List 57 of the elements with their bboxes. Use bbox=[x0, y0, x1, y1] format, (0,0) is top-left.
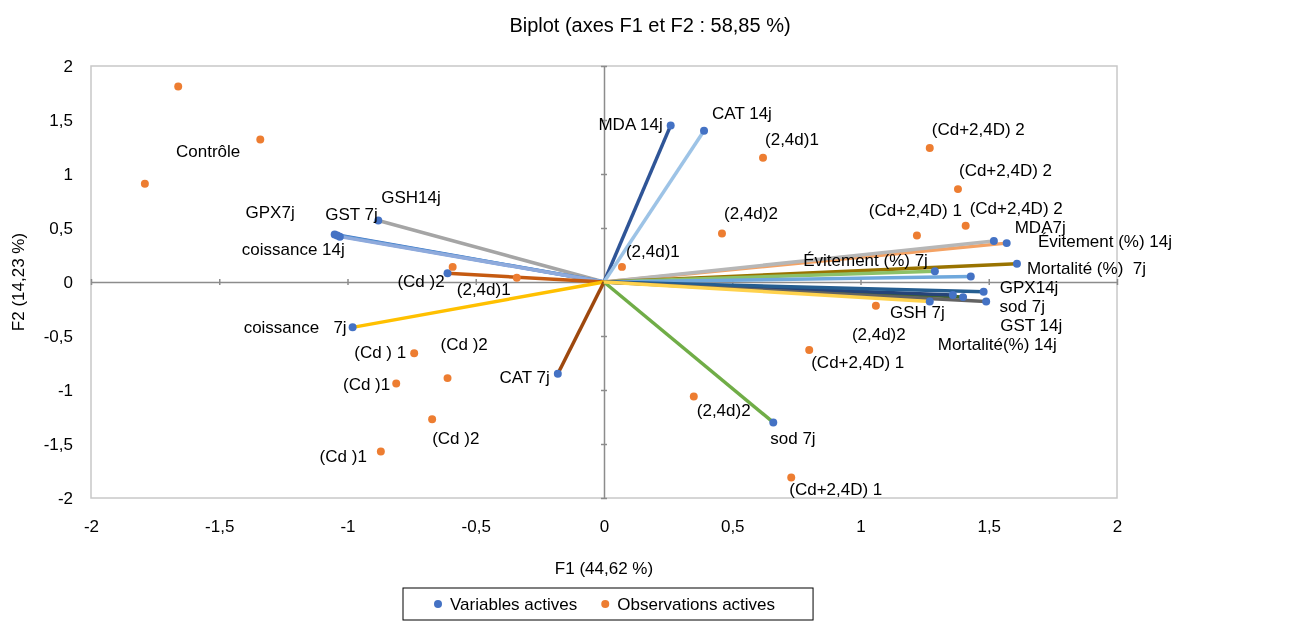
y-tick-label: -2 bbox=[57, 488, 73, 508]
annotation: (Cd )1 bbox=[343, 374, 391, 394]
x-tick-label: -0,5 bbox=[461, 517, 491, 537]
x-tick-label: 0,5 bbox=[720, 517, 745, 537]
annotation: coissance 7j bbox=[243, 318, 347, 338]
y-tick-label: 1 bbox=[63, 164, 73, 184]
annotation: (Cd+2,4D) 1 bbox=[811, 353, 905, 373]
annotation: CAT 7j bbox=[499, 367, 550, 387]
y-tick-label: -1,5 bbox=[43, 434, 73, 454]
annotation: GPX14j bbox=[999, 277, 1059, 297]
annotation: (2,4d)2 bbox=[851, 324, 906, 344]
annotation: Mortalité (%) 7j bbox=[1026, 258, 1146, 278]
y-tick-label: -0,5 bbox=[43, 326, 73, 346]
annotation: (Cd+2,4D) 2 bbox=[931, 120, 1025, 140]
annotation: (Cd+2,4D) 1 bbox=[868, 200, 962, 220]
annotation: GST 14j bbox=[1000, 316, 1063, 336]
annotation: (2,4d)1 bbox=[456, 279, 511, 299]
y-tick-label: -1 bbox=[57, 380, 73, 400]
annotation: (Cd )1 bbox=[319, 446, 367, 466]
annotation: (Cd ) 1 bbox=[354, 343, 407, 363]
annotation: coissance 14j bbox=[241, 239, 345, 259]
y-tick-label: 1,5 bbox=[49, 110, 73, 130]
annotation: (2,4d)2 bbox=[696, 401, 751, 421]
annotation: GPX7j bbox=[245, 203, 295, 223]
annotation: GSH 7j bbox=[890, 302, 945, 322]
x-tick-label: -1,5 bbox=[205, 517, 235, 537]
annotation: (Cd+2,4D) 2 bbox=[969, 198, 1063, 218]
annotation: GST 7j bbox=[325, 204, 378, 224]
annotation: (2,4d)1 bbox=[625, 241, 680, 261]
y-axis-title: F2 (14,23 %) bbox=[9, 232, 28, 332]
x-tick-label: -2 bbox=[83, 517, 100, 537]
x-tick-label: 2 bbox=[1112, 517, 1123, 537]
y-tick-label: 0,5 bbox=[49, 218, 73, 238]
x-tick-label: 0 bbox=[599, 517, 610, 537]
annotation: Contrôle bbox=[176, 142, 241, 162]
annotation: (Cd+2,4D) 2 bbox=[958, 161, 1053, 181]
annotation: (Cd )2 bbox=[440, 335, 488, 355]
x-tick-label: -1 bbox=[340, 517, 356, 537]
annotation: (Cd )2 bbox=[397, 271, 445, 291]
legend-label: Variables actives bbox=[450, 595, 578, 614]
y-tick-label: 2 bbox=[63, 56, 73, 76]
annotation: (2,4d)2 bbox=[723, 204, 778, 224]
annotation: GSH14j bbox=[381, 188, 441, 208]
annotation: (Cd+2,4D) 1 bbox=[789, 480, 883, 500]
annotation: CAT 14j bbox=[712, 103, 772, 123]
legend-label: Observations actives bbox=[617, 595, 776, 614]
x-tick-label: 1,5 bbox=[977, 517, 1002, 537]
annotation: (Cd )2 bbox=[432, 429, 480, 449]
annotation: Mortalité(%) 14j bbox=[937, 335, 1057, 355]
x-axis-title: F1 (44,62 %) bbox=[554, 559, 654, 578]
chart-title: Biplot (axes F1 et F2 : 58,85 %) bbox=[509, 14, 791, 36]
x-tick-label: 1 bbox=[856, 517, 866, 537]
annotation: (2,4d)1 bbox=[765, 129, 819, 149]
annotation: MDA 14j bbox=[598, 115, 663, 135]
annotation: sod 7j bbox=[770, 429, 816, 449]
y-tick-label: 0 bbox=[63, 272, 73, 292]
annotation: sod 7j bbox=[999, 296, 1045, 316]
